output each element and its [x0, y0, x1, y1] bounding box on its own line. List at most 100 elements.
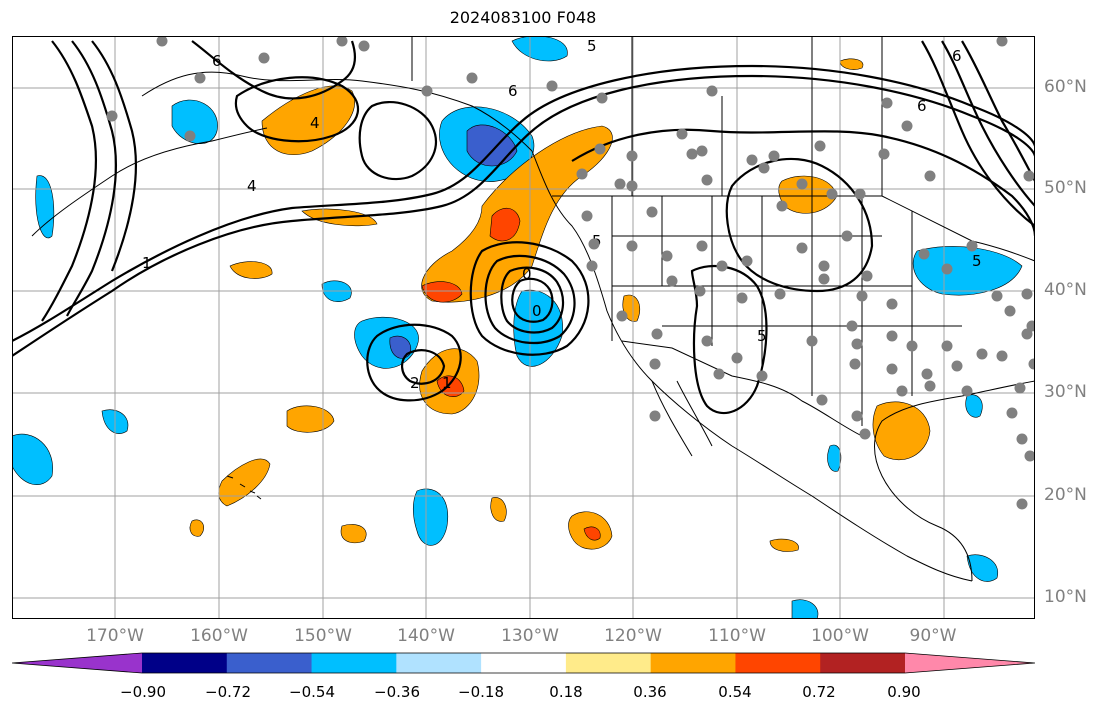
- orange-region-small-4: [490, 497, 507, 522]
- west-coast: [531, 150, 733, 447]
- colorbar-segment: [396, 653, 482, 673]
- canada-lines: [411, 36, 883, 196]
- station-marker: [851, 410, 863, 422]
- contour-label: 5: [972, 252, 982, 270]
- contour-13: [366, 323, 462, 402]
- contour-label: 6: [508, 82, 518, 100]
- lon-label-160w: 160°W: [190, 626, 248, 646]
- station-marker: [1021, 288, 1033, 300]
- station-marker: [806, 335, 818, 347]
- station-marker: [996, 36, 1008, 47]
- station-marker: [706, 85, 718, 97]
- station-marker: [996, 350, 1008, 362]
- contour-18: [921, 40, 1035, 227]
- station-marker: [856, 290, 868, 302]
- station-marker: [184, 130, 196, 142]
- lon-label-140w: 140°W: [397, 626, 455, 646]
- station-markers: [106, 36, 1035, 510]
- contour-20: [961, 40, 1035, 182]
- darkblue-core-midpac: [389, 335, 412, 359]
- blue-region-florida: [965, 394, 983, 418]
- lat-label-10n: 10°N: [1044, 587, 1087, 607]
- station-marker: [466, 72, 478, 84]
- station-marker: [696, 240, 708, 252]
- station-marker: [614, 178, 626, 190]
- station-marker: [258, 52, 270, 64]
- station-marker: [1021, 328, 1033, 340]
- lon-label-100w: 100°W: [811, 626, 869, 646]
- station-marker: [616, 310, 628, 322]
- contour-2: [12, 64, 1035, 342]
- red-region-midpac: [436, 375, 465, 398]
- station-marker: [924, 380, 936, 392]
- blue-region-epac: [791, 599, 819, 619]
- station-marker: [881, 97, 893, 109]
- station-marker: [1006, 407, 1018, 419]
- station-marker: [594, 143, 606, 155]
- station-marker: [976, 348, 988, 360]
- contour-label: 6: [917, 97, 927, 115]
- contour-lines: [12, 40, 1035, 415]
- colorbar-segment: [226, 653, 313, 673]
- station-marker: [758, 162, 770, 174]
- contour-11: [500, 266, 565, 334]
- station-marker: [649, 358, 661, 370]
- colorbar-segments: [12, 652, 1035, 674]
- station-marker: [941, 340, 953, 352]
- contour-15: [690, 264, 768, 415]
- contour-label: 4: [247, 177, 257, 195]
- station-marker: [358, 40, 370, 52]
- station-marker: [588, 238, 600, 250]
- station-marker: [818, 273, 830, 285]
- station-marker: [849, 358, 861, 370]
- colorbar-extend-low: [12, 653, 142, 673]
- orange-region-small-7: [189, 519, 204, 537]
- station-marker: [694, 285, 706, 297]
- contour-label: 5: [757, 327, 767, 345]
- mexico-coast: [731, 445, 973, 582]
- station-marker: [774, 288, 786, 300]
- lon-label-150w: 150°W: [294, 626, 352, 646]
- station-marker: [816, 394, 828, 406]
- colorbar-tick-label: −0.90: [120, 683, 166, 701]
- colorbar-segment: [142, 653, 228, 673]
- orange-region-small-1: [229, 261, 273, 279]
- station-marker: [796, 178, 808, 190]
- orange-region-plains: [778, 175, 838, 214]
- station-marker: [886, 298, 898, 310]
- contour-10: [484, 254, 576, 344]
- colorbar-tick-label: 0.72: [802, 683, 836, 701]
- contour-9: [469, 241, 590, 356]
- station-marker: [768, 150, 780, 162]
- colorbar-segment: [311, 653, 397, 673]
- lon-label-130w: 130°W: [501, 626, 559, 646]
- station-marker: [746, 154, 758, 166]
- contour-8: [358, 101, 437, 181]
- station-marker: [886, 330, 898, 342]
- hawaii-islands: [226, 475, 262, 500]
- station-marker: [1023, 170, 1035, 182]
- station-marker: [701, 335, 713, 347]
- colorbar-segment: [735, 653, 821, 673]
- orange-region-small-3: [340, 524, 367, 544]
- station-marker: [854, 188, 866, 200]
- blue-region-far-west: [35, 175, 55, 239]
- station-marker: [713, 368, 725, 380]
- colorbar-segment: [565, 653, 652, 673]
- station-marker: [156, 36, 168, 47]
- colorbar-tick-label: 0.54: [718, 683, 752, 701]
- station-marker: [851, 338, 863, 350]
- contour-label: 4: [310, 114, 320, 132]
- station-marker: [841, 230, 853, 242]
- station-marker: [421, 85, 433, 97]
- station-marker: [878, 148, 890, 160]
- station-marker: [991, 290, 1003, 302]
- lat-label-30n: 30°N: [1044, 382, 1087, 402]
- station-marker: [1028, 358, 1035, 370]
- station-marker: [859, 428, 871, 440]
- lon-label-120w: 120°W: [604, 626, 662, 646]
- lon-label-90w: 90°W: [909, 626, 957, 646]
- contour-19: [941, 40, 1035, 207]
- colorbar-segment: [481, 653, 567, 673]
- station-marker: [814, 140, 826, 152]
